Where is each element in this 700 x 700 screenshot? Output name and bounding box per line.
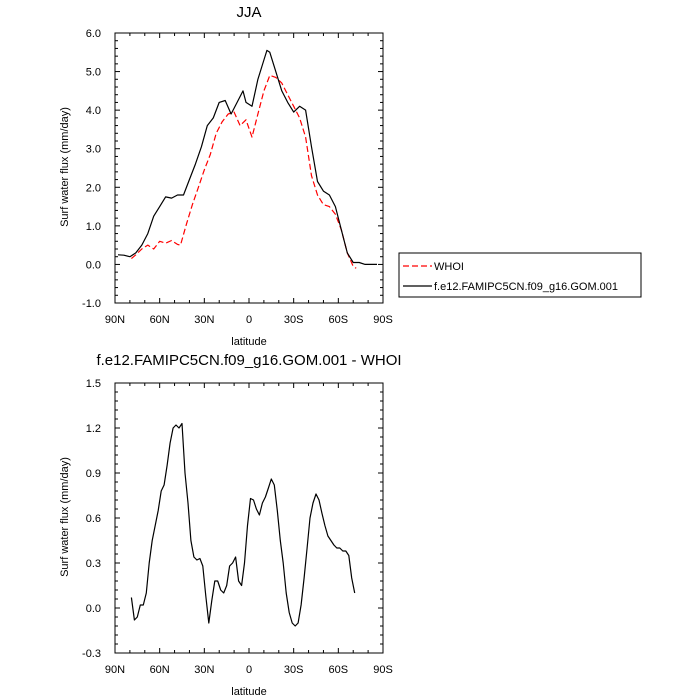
bottom-axis-ticks: 90N 60N 30N 0 30S 60S 90S -0.3 0.0 0.3 0.6 0.9 1.2 1.… (82, 378, 393, 676)
top-x-tick-label: 60S (329, 314, 349, 326)
bottom-x-tick-label: 90S (373, 664, 393, 676)
top-x-axis-label: latitude (231, 336, 266, 348)
top-y-tick-label: 5.0 (86, 67, 101, 79)
legend-box (398, 252, 642, 298)
top-series-line-1 (117, 49, 377, 265)
top-x-tick-label: 30S (284, 314, 304, 326)
bottom-x-tick-label: 30N (194, 664, 214, 676)
top-series-lines (117, 49, 377, 269)
bottom-y-tick-label: 0.6 (86, 513, 101, 525)
top-y-tick-label: -1.0 (82, 298, 101, 310)
bottom-y-axis-label: Surf water flux (mm/day) (59, 457, 71, 577)
bottom-x-tick-label: 60S (329, 664, 349, 676)
top-y-axis-label: Surf water flux (mm/day) (59, 107, 71, 227)
bottom-x-tick-label: 0 (246, 664, 252, 676)
top-y-tick-label: 4.0 (86, 105, 101, 117)
top-x-tick-label: 60N (150, 314, 170, 326)
legend: WHOI f.e12.FAMIPC5CN.f09_g16.GOM.001 (398, 252, 642, 298)
bottom-x-tick-label: 30S (284, 664, 304, 676)
top-y-tick-label: 2.0 (86, 182, 101, 194)
bottom-y-tick-label: 0.9 (86, 468, 101, 480)
top-y-tick-label: 3.0 (86, 144, 101, 156)
top-x-tick-label: 90S (373, 314, 393, 326)
top-y-tick-label: 1.0 (86, 221, 101, 233)
legend-label-model: f.e12.FAMIPC5CN.f09_g16.GOM.001 (434, 281, 618, 293)
legend-label-whoi: WHOI (434, 261, 464, 273)
top-y-tick-label: 6.0 (86, 28, 101, 40)
top-x-tick-label: 30N (194, 314, 214, 326)
bottom-y-tick-label: 0.3 (86, 558, 101, 570)
bottom-panel: f.e12.FAMIPC5CN.f09_g16.GOM.001 - WHOI l… (59, 352, 402, 698)
bottom-x-tick-label: 60N (150, 664, 170, 676)
bottom-chart-title: f.e12.FAMIPC5CN.f09_g16.GOM.001 - WHOI (96, 352, 401, 369)
bottom-y-tick-label: 1.5 (86, 378, 101, 390)
bottom-y-tick-label: 1.2 (86, 423, 101, 435)
bottom-y-tick-label: 0.0 (86, 603, 101, 615)
top-plot-frame (114, 32, 384, 304)
top-axis-ticks: 90N 60N 30N 0 30S 60S 90S -1.0 0.0 1.0 2.0 3.0 4.0 5.… (82, 28, 393, 326)
top-series-line-0 (131, 74, 357, 269)
bottom-plot-frame (114, 382, 384, 654)
top-y-tick-label: 0.0 (86, 259, 101, 271)
bottom-x-axis-label: latitude (231, 686, 266, 698)
bottom-x-tick-label: 90N (105, 664, 125, 676)
bottom-y-tick-label: -0.3 (82, 648, 101, 660)
bottom-series-lines (130, 422, 356, 627)
top-chart-title: JJA (236, 4, 261, 21)
bottom-series-line-0 (130, 422, 356, 627)
top-panel: JJA latitude Surf water flux (mm/day) 90… (59, 4, 393, 348)
top-x-tick-label: 0 (246, 314, 252, 326)
top-x-tick-label: 90N (105, 314, 125, 326)
